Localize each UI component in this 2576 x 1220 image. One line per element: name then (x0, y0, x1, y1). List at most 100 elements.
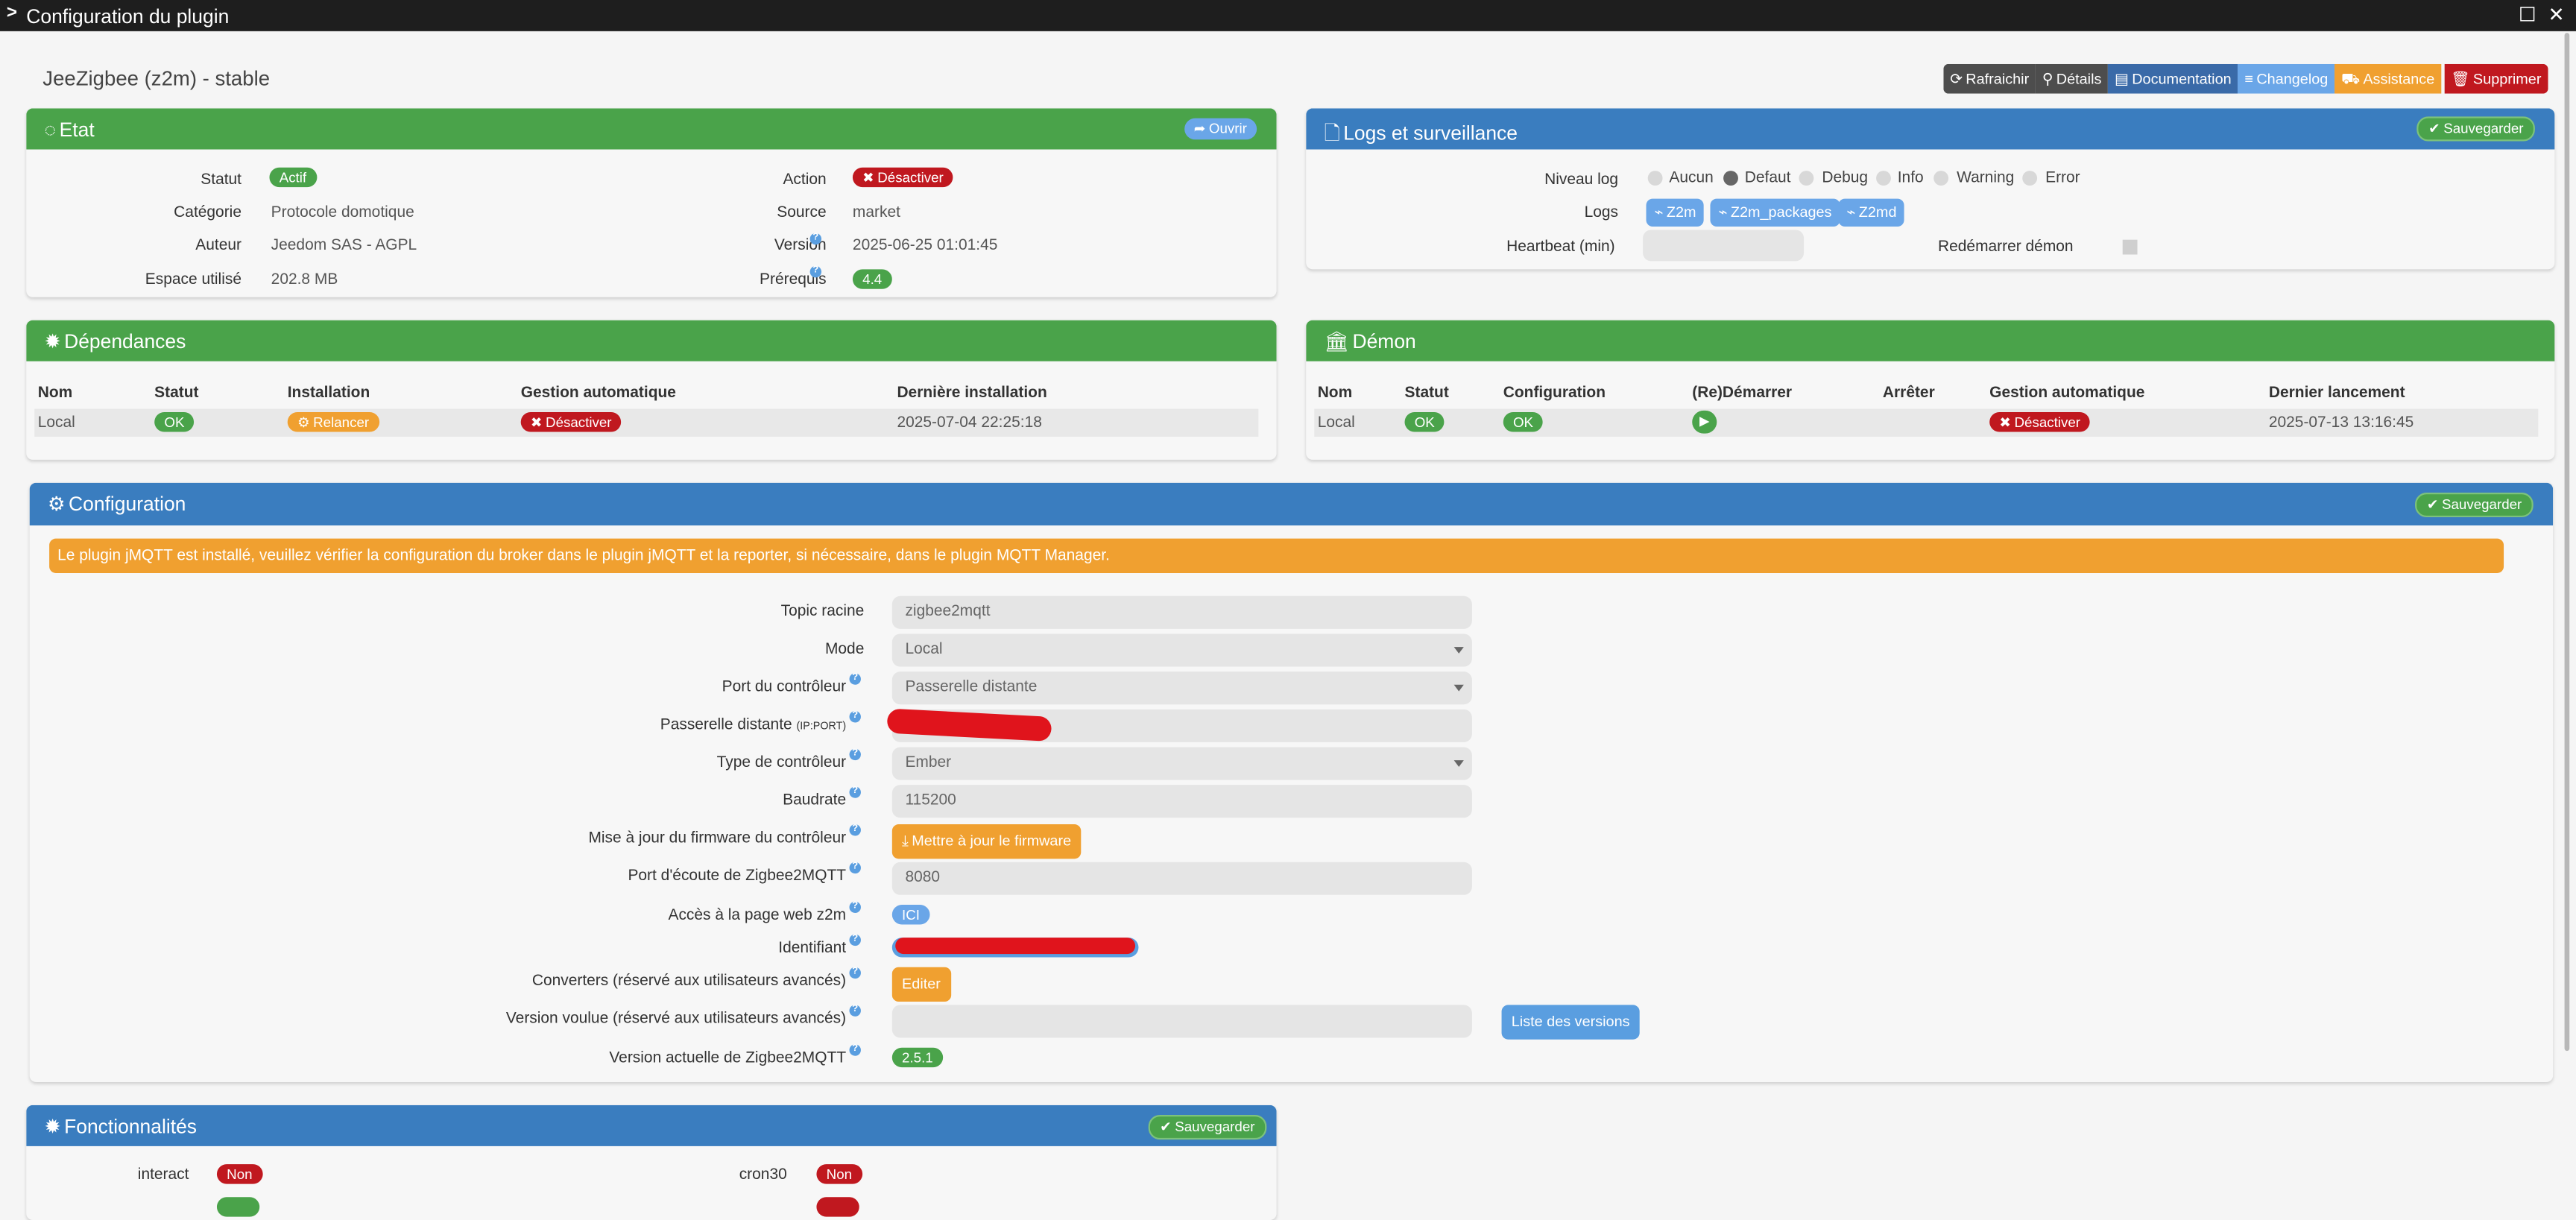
radio-info[interactable] (1876, 171, 1891, 186)
voulue-input[interactable] (891, 1005, 1472, 1038)
help-icon[interactable]: ? (849, 862, 861, 874)
source-label: Source (777, 203, 827, 222)
play-icon[interactable]: ▶ (1692, 410, 1717, 434)
help-icon[interactable]: ? (849, 901, 861, 914)
radio-warning[interactable] (1933, 171, 1949, 186)
close-icon[interactable]: ✕ (2548, 3, 2565, 27)
ecoute-label: Port d'écoute de Zigbee2MQTT (628, 867, 847, 885)
open-button[interactable]: ➦ Ouvrir (1184, 118, 1257, 140)
chevron-down-icon (1453, 647, 1464, 654)
refresh-label: Rafraichir (1966, 70, 2030, 87)
log-z2m-button[interactable]: ⌁ Z2m (1646, 198, 1705, 227)
voulue-label: Version voulue (réservé aux utilisateurs… (505, 1010, 847, 1028)
log-z2m-label: Z2m (1666, 203, 1696, 221)
config-panel: ⚙ Configuration ✔ Sauvegarder (29, 482, 2554, 1082)
action-label: Action (783, 171, 827, 189)
assistance-button[interactable]: ⛟ Assistance (2334, 63, 2442, 94)
config-save-button[interactable]: ✔ Sauvegarder (2415, 492, 2534, 518)
maximize-icon[interactable]: ☐ (2518, 3, 2536, 27)
deps-deactivate-button[interactable]: ✖ Désactiver (520, 412, 622, 432)
firmware-button[interactable]: ⤓ Mettre à jour le firmware (891, 824, 1082, 859)
deps-col-statut: Statut (154, 384, 199, 402)
radio-defaut[interactable] (1723, 171, 1738, 186)
type-value: Ember (905, 753, 952, 772)
delete-button[interactable]: 🗑 Supprimer (2444, 63, 2548, 94)
close-icon: ✖ (530, 414, 543, 431)
help-icon[interactable]: ? (809, 265, 822, 278)
demon-col-arreter: Arrêter (1882, 384, 1935, 402)
radio-error[interactable] (2022, 171, 2038, 186)
converters-edit-button[interactable]: Editer (891, 967, 951, 1002)
actuelle-label: Version actuelle de Zigbee2MQTT (609, 1049, 847, 1068)
config-header: ⚙ Configuration ✔ Sauvegarder (29, 482, 2554, 526)
search-icon: ⚲ (2042, 70, 2053, 87)
redaction-mark (895, 938, 1136, 955)
help-icon[interactable]: ? (849, 824, 861, 836)
log-z2md-label: Z2md (1858, 203, 1897, 221)
relaunch-label: Relancer (313, 414, 370, 431)
port-select[interactable]: Passerelle distante (891, 671, 1472, 705)
ecoute-input[interactable]: 8080 (891, 862, 1472, 895)
help-icon[interactable]: ? (849, 711, 861, 723)
help-icon[interactable]: ? (849, 1005, 861, 1017)
paperclip-icon: ⌁ (1846, 203, 1856, 221)
topic-input[interactable]: zigbee2mqtt (891, 595, 1472, 629)
cogs-icon: ⚙ (47, 492, 66, 516)
restart-demon-checkbox[interactable] (2122, 239, 2138, 255)
book-icon: ▤ (2115, 70, 2129, 87)
cron30-badge[interactable]: Non (816, 1164, 862, 1184)
etat-header: ◌ Etat ➦ Ouvrir (26, 108, 1277, 150)
log-z2md-button[interactable]: ⌁ Z2md (1838, 198, 1905, 227)
versions-list-button[interactable]: Liste des versions (1501, 1005, 1640, 1040)
refresh-icon: ⟳ (1950, 70, 1963, 87)
log-z2m-packages-button[interactable]: ⌁ Z2m_packages (1710, 198, 1840, 227)
help-icon[interactable]: ? (809, 233, 822, 245)
documentation-button[interactable]: ▤ Documentation (2108, 63, 2238, 94)
deactivate-button[interactable]: ✖ Désactiver (852, 167, 953, 188)
categorie-value: Protocole domotique (271, 203, 414, 222)
heartbeat-input[interactable] (1643, 230, 1805, 262)
close-icon: ✖ (1999, 414, 2012, 431)
interact-badge[interactable]: Non (216, 1164, 262, 1184)
help-icon[interactable]: ? (849, 1044, 861, 1056)
baudrate-input[interactable]: 115200 (891, 785, 1472, 818)
fonct-save-button[interactable]: ✔ Sauvegarder (1148, 1115, 1266, 1140)
help-icon[interactable]: ? (849, 786, 861, 798)
chevron-down-icon (1453, 684, 1464, 692)
etat-panel: ◌ Etat ➦ Ouvrir Statut Actif Catégorie Pro… (26, 108, 1277, 297)
level-warning-label: Warning (1957, 168, 2015, 188)
demon-col-configuration: Configuration (1503, 384, 1606, 402)
logs-save-button[interactable]: ✔ Sauvegarder (2416, 116, 2535, 142)
details-button[interactable]: ⚲ Détails (2036, 63, 2109, 94)
config-title: Configuration (69, 492, 186, 516)
status-badge (816, 1197, 859, 1217)
firmware-label: Mise à jour du firmware du contrôleur (588, 829, 847, 847)
help-icon[interactable]: ? (849, 673, 861, 685)
scrollbar[interactable] (2564, 33, 2570, 1052)
changelog-button[interactable]: ≡ Changelog (2238, 63, 2335, 94)
help-icon[interactable]: ? (849, 967, 861, 979)
assistance-label: Assistance (2363, 70, 2435, 87)
radio-aucun[interactable] (1647, 171, 1663, 186)
espace-value: 202.8 MB (271, 271, 338, 289)
demon-deactivate-button[interactable]: ✖ Désactiver (1989, 412, 2091, 432)
radio-debug[interactable] (1799, 171, 1814, 186)
help-icon[interactable]: ? (849, 934, 861, 946)
mode-select[interactable]: Local (891, 633, 1472, 667)
help-icon[interactable]: ? (849, 748, 861, 761)
paperclip-icon: ⌁ (1654, 203, 1664, 221)
refresh-button[interactable]: ⟳ Rafraichir (1943, 63, 2036, 94)
web-ici-button[interactable]: ICI (891, 905, 930, 925)
chevron-right-icon[interactable]: > (6, 3, 18, 23)
demon-deactivate-label: Désactiver (2014, 414, 2081, 431)
type-select[interactable]: Ember (891, 747, 1472, 780)
close-icon: ✖ (862, 168, 874, 186)
list-icon: ≡ (2244, 70, 2253, 87)
deps-col-gestion: Gestion automatique (520, 384, 676, 402)
relaunch-button[interactable]: ⚙ Relancer (287, 412, 379, 432)
check-circle-icon: ✔ (2428, 119, 2440, 136)
status-badge (216, 1197, 260, 1217)
window-title: Configuration du plugin (26, 4, 230, 28)
etat-title: Etat (59, 118, 95, 142)
check-circle-icon: ✔ (2426, 496, 2439, 513)
